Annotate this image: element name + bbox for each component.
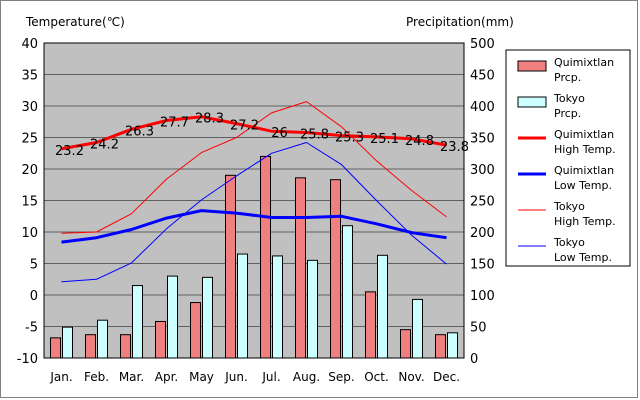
precip-bar [132,285,143,359]
x-tick-label: Jan. [49,370,72,384]
left-tick-label: 30 [21,100,38,115]
temp-line [61,115,447,151]
temp-line [61,142,447,283]
legend-swatch [517,96,547,108]
x-tick-label: Sep. [328,370,354,384]
left-tick-label: 15 [21,195,38,210]
right-tick-label: 500 [470,37,495,52]
left-tick-label: 5 [30,258,38,273]
data-label: 24.8 [405,134,434,149]
legend-box [505,49,631,267]
x-tick-label: Oct. [364,370,389,384]
precip-bar [377,254,388,359]
legend-label: Quimixtlan [554,164,614,177]
precip-bar [400,329,411,359]
precip-bar [272,255,283,359]
legend-label: High Temp. [554,143,616,156]
legend-label: Quimixtlan [554,56,614,69]
axes: Temperature(℃) Precipitation(mm) 40 50035… [17,15,514,384]
data-label: 23.2 [55,144,84,159]
right-tick-label: 250 [470,195,495,210]
x-tick-label: Aug. [293,370,320,384]
precip-bar [85,334,96,359]
left-tick-label: -10 [17,352,38,367]
right-tick-label: 300 [470,163,495,178]
right-tick-label: 400 [470,100,495,115]
left-axis-title: Temperature(℃) [25,15,125,29]
legend-label: High Temp. [554,215,616,228]
legend-label: Prcp. [554,107,581,120]
data-label: 27.7 [160,115,189,130]
x-tick-label: May [189,370,214,384]
right-tick-label: 350 [470,132,495,147]
data-label: 27.2 [230,119,259,134]
legend-label: Prcp. [554,71,581,84]
left-tick-label: 20 [21,163,38,178]
left-tick-label: 40 [21,37,38,52]
precip-bar [365,291,376,359]
legend-label: Tokyo [553,200,585,213]
precip-bar [155,320,166,359]
right-tick-label: 0 [470,352,478,367]
right-tick-label: 200 [470,226,495,241]
data-label: 26 [271,126,288,141]
data-label: 23.8 [440,140,469,155]
left-tick-label: 35 [21,69,38,84]
legend-label: Tokyo [553,236,585,249]
precip-bar [202,276,213,359]
precip-bar [435,334,446,359]
precip-bar [237,253,248,359]
x-tick-label: Apr. [155,370,178,384]
right-axis-title: Precipitation(mm) [406,15,514,29]
precip-bar [260,155,271,359]
x-tick-label: Nov. [398,370,424,384]
data-label: 25.1 [370,132,399,147]
precip-bar [190,302,201,359]
x-tick-label: Feb. [84,370,109,384]
x-tick-label: Mar. [119,370,144,384]
right-tick-label: 50 [470,321,487,336]
legend-label: Quimixtlan [554,128,614,141]
temperature-lines [61,101,447,283]
precip-bar [330,179,341,359]
x-tick-label: Jun. [224,370,248,384]
precipitation-bars [50,155,458,359]
right-tick-label: 450 [470,69,495,84]
data-labels: 23.2 24.2 26.3 27.7 28.3 27.2 26 25.8 25.3 25.1 24… [55,112,469,159]
legend-label: Low Temp. [554,251,612,264]
data-label: 25.3 [335,131,364,146]
legend-label: Low Temp. [554,179,612,192]
right-tick-label: 150 [470,258,495,273]
precip-bar [342,225,353,359]
x-tick-label: Jul. [261,370,280,384]
legend: Quimixtlan Prcp. Tokyo Prcp. Quimixtlan High … [505,49,631,267]
precip-bar [62,326,73,359]
data-label: 26.3 [125,124,154,139]
temp-line [61,209,447,244]
precip-bar [447,332,458,359]
gridlines [44,74,464,327]
right-tick-label: 100 [470,289,495,304]
left-tick-label: -5 [25,321,38,336]
temp-line [61,101,447,234]
left-tick-label: 10 [21,226,38,241]
precip-bar [307,259,318,359]
precip-bar [412,298,423,359]
x-tick-label: Dec. [433,370,460,384]
left-tick-label: 25 [21,132,38,147]
legend-label: Tokyo [553,92,585,105]
precip-bar [295,177,306,359]
left-tick-label: 0 [30,289,38,304]
precip-bar [225,174,236,359]
data-label: 24.2 [90,138,119,153]
legend-swatch [517,60,547,72]
precip-bar [120,334,131,359]
data-label: 25.8 [300,127,329,142]
precip-bar [50,337,61,359]
data-label: 28.3 [195,112,224,127]
precip-bar [167,275,178,359]
precip-bar [97,319,108,359]
